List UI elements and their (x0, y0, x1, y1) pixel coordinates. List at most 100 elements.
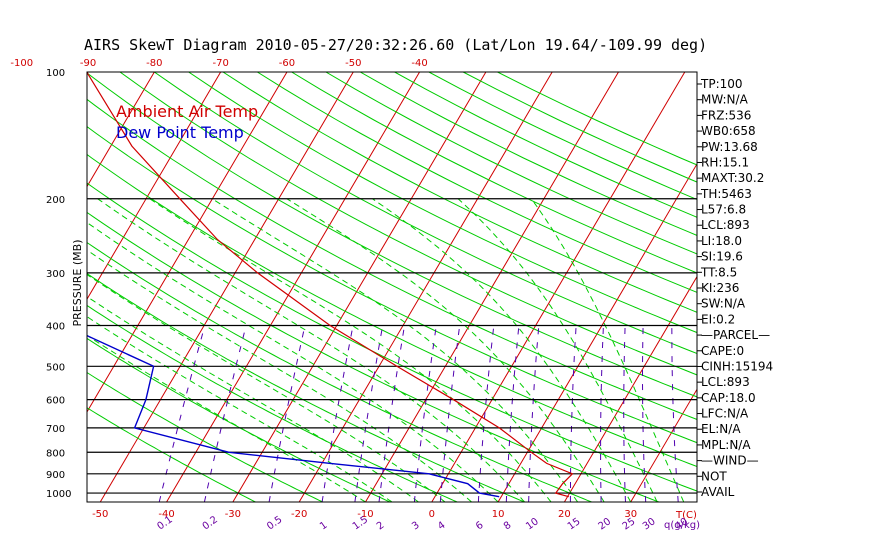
moist-adiabat-line (87, 221, 499, 502)
mixing-ratio-tick-label: 6 (474, 520, 486, 533)
side-panel-item: CAP:18.0 (701, 391, 756, 405)
dry-adiabat-line (222, 72, 697, 313)
top-temp-tick-label: -50 (345, 58, 361, 69)
mixing-ratio-line (623, 325, 626, 502)
side-panel-item: LFC:N/A (701, 407, 749, 421)
dry-adiabat-line (87, 98, 697, 420)
pressure-tick-label: 1000 (46, 489, 71, 500)
side-panel-item: TP:100 (700, 77, 743, 91)
mixing-ratio-line (378, 325, 405, 502)
mixing-ratio-tick-label: 1 (318, 520, 330, 533)
isotherm-line (563, 275, 697, 502)
mixing-ratio-line (321, 325, 354, 502)
dry-adiabat-line (87, 407, 256, 502)
side-panel-item: MW:N/A (701, 93, 749, 107)
side-panel-item: —PARCEL— (701, 328, 770, 342)
bottom-temp-tick-label: -40 (158, 509, 174, 520)
side-panel-item: SW:N/A (701, 297, 746, 311)
mixing-ratio-line (477, 325, 495, 502)
dry-adiabat-line (119, 72, 697, 376)
side-panel-item: NOT (701, 469, 727, 483)
dry-adiabat-line (325, 72, 697, 255)
bottom-axis-label: T(C) (675, 510, 697, 521)
axis-ticks: 1002003004005006007008009001000-120-110-… (10, 58, 690, 533)
side-panel-item: LI:18.0 (701, 234, 742, 248)
dry-adiabat-line (87, 211, 660, 502)
mixing-ratio-line (268, 325, 306, 502)
pressure-tick-label: 300 (46, 269, 65, 280)
dry-adiabat-line (87, 371, 324, 502)
top-temp-tick-label: -40 (411, 58, 427, 69)
pressure-tick-label: 200 (46, 195, 65, 206)
side-panel-item: L57:6.8 (701, 203, 746, 217)
side-panel-item: WB0:658 (701, 124, 756, 138)
moist-adiabat-line (149, 198, 552, 502)
bottom-temp-tick-label: 30 (624, 509, 637, 520)
side-panel-item: MPL:N/A (701, 438, 751, 452)
mixing-ratio-tick-label: 0.2 (201, 514, 220, 532)
mixing-ratio-line (671, 325, 679, 502)
mixing-ratio-tick-label: 8 (502, 520, 514, 533)
isotherm-line (232, 72, 487, 502)
side-panel-item: LCL:893 (701, 375, 750, 389)
chart-title: AIRS SkewT Diagram 2010-05-27/20:32:26.6… (84, 36, 707, 54)
dry-adiabat-line (87, 182, 697, 492)
legend: Ambient Air Temp Dew Point Temp (116, 102, 258, 142)
pressure-tick-label: 400 (46, 322, 65, 333)
dry-adiabat-line (154, 72, 697, 355)
y-axis-label: PRESSURE (MB) (71, 240, 84, 327)
pressure-tick-label: 600 (46, 396, 65, 407)
side-panel-item: RH:15.1 (701, 155, 749, 169)
side-panel-item: AVAIL (701, 485, 735, 499)
side-panel-item: TT:8.5 (700, 265, 737, 279)
top-temp-tick-label: -90 (80, 58, 96, 69)
plot-frame (86, 71, 698, 503)
moist-adiabat-line (286, 198, 605, 502)
isobar-lines (87, 198, 697, 494)
moist-adiabat-line (87, 273, 446, 502)
bottom-temp-tick-label: -20 (291, 509, 307, 520)
isotherm-line (87, 72, 222, 301)
dry-adiabat-line (87, 153, 697, 468)
mixing-ratio-line (528, 325, 540, 502)
mixing-ratio-tick-label: 0.5 (265, 514, 284, 532)
mixing-ratio-line (600, 325, 604, 502)
isotherm-line (497, 162, 697, 502)
ambient-temp-line (87, 72, 574, 498)
background-grid (0, 72, 697, 502)
bottom-temp-tick-label: -10 (357, 509, 373, 520)
mixing-ratio-tick-label: 3 (410, 520, 422, 533)
mixing-ratio-line (203, 325, 247, 502)
dry-adiabat-line (462, 72, 697, 183)
dry-adiabat-line (87, 241, 592, 502)
side-panel-item: FRZ:536 (701, 108, 751, 122)
top-temp-tick-label: -80 (146, 58, 162, 69)
isotherm-line (431, 72, 686, 502)
side-panel-item: —WIND— (701, 454, 759, 468)
isotherm-line (298, 72, 553, 502)
moist-adiabat-line (87, 334, 366, 502)
pressure-tick-label: 900 (46, 470, 65, 481)
top-temp-tick-label: -100 (10, 58, 33, 69)
moist-adiabat-line (457, 198, 658, 502)
isotherm-line (630, 388, 697, 502)
pressure-tick-label: 800 (46, 448, 65, 459)
side-panel-item: CAPE:0 (701, 344, 744, 358)
mixing-ratio-line (642, 325, 647, 502)
legend-entry: Dew Point Temp (116, 123, 244, 142)
mixing-ratio-tick-label: 2 (375, 520, 387, 533)
dry-adiabat-line (87, 126, 697, 444)
bottom-temp-tick-label: -30 (225, 509, 241, 520)
pressure-tick-label: 500 (46, 362, 65, 373)
mixing-ratio-line (569, 325, 577, 502)
top-temp-tick-label: -70 (212, 58, 228, 69)
moist-adiabat-line (211, 198, 579, 502)
bottom-temp-tick-label: 20 (558, 509, 571, 520)
isotherm-line (0, 72, 22, 502)
mixing-ratio-axis-label: q(g/kg) (664, 520, 700, 531)
dry-adiabat-line (428, 72, 697, 201)
bottom-temp-tick-label: 10 (492, 509, 505, 520)
moist-adiabat-line (530, 198, 685, 502)
